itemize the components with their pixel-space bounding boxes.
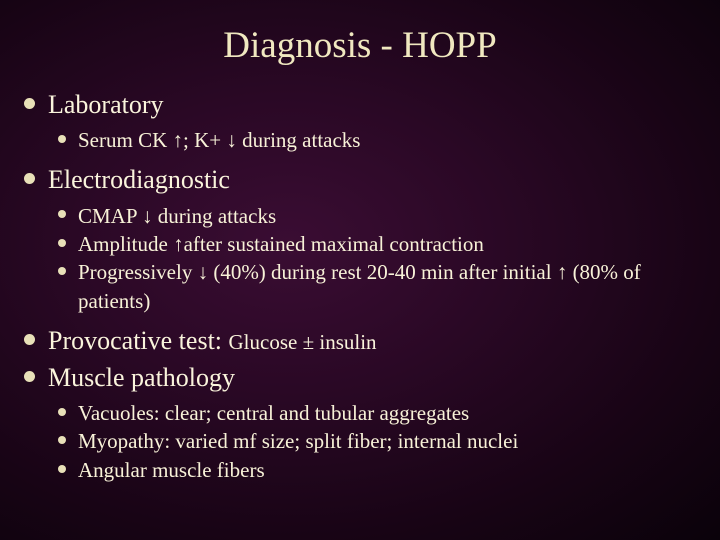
section-muscle-pathology: Muscle pathology Vacuoles: clear; centra… (22, 360, 698, 484)
list-item: Myopathy: varied mf size; split fiber; i… (54, 427, 698, 455)
bullet-list-level1: Laboratory Serum CK ↑; K+ ↓ during attac… (22, 87, 698, 484)
bullet-list-level2: Vacuoles: clear; central and tubular agg… (48, 399, 698, 484)
section-electrodiagnostic: Electrodiagnostic CMAP ↓ during attacks … (22, 162, 698, 314)
list-item: Amplitude ↑after sustained maximal contr… (54, 230, 698, 258)
list-item: Angular muscle fibers (54, 456, 698, 484)
list-item: Vacuoles: clear; central and tubular agg… (54, 399, 698, 427)
section-provocative-test: Provocative test: Glucose ± insulin (22, 323, 698, 358)
bullet-list-level2: CMAP ↓ during attacks Amplitude ↑after s… (48, 202, 698, 315)
list-item: Serum CK ↑; K+ ↓ during attacks (54, 126, 698, 154)
section-laboratory: Laboratory Serum CK ↑; K+ ↓ during attac… (22, 87, 698, 154)
section-heading: Muscle pathology (48, 363, 235, 392)
section-heading: Electrodiagnostic (48, 165, 230, 194)
list-item: CMAP ↓ during attacks (54, 202, 698, 230)
section-subtext: Glucose ± insulin (229, 330, 377, 354)
slide: Diagnosis - HOPP Laboratory Serum CK ↑; … (0, 0, 720, 540)
section-heading: Provocative test: (48, 326, 229, 355)
section-heading: Laboratory (48, 90, 164, 119)
bullet-list-level2: Serum CK ↑; K+ ↓ during attacks (48, 126, 698, 154)
list-item: Progressively ↓ (40%) during rest 20-40 … (54, 258, 698, 315)
slide-title: Diagnosis - HOPP (22, 24, 698, 67)
